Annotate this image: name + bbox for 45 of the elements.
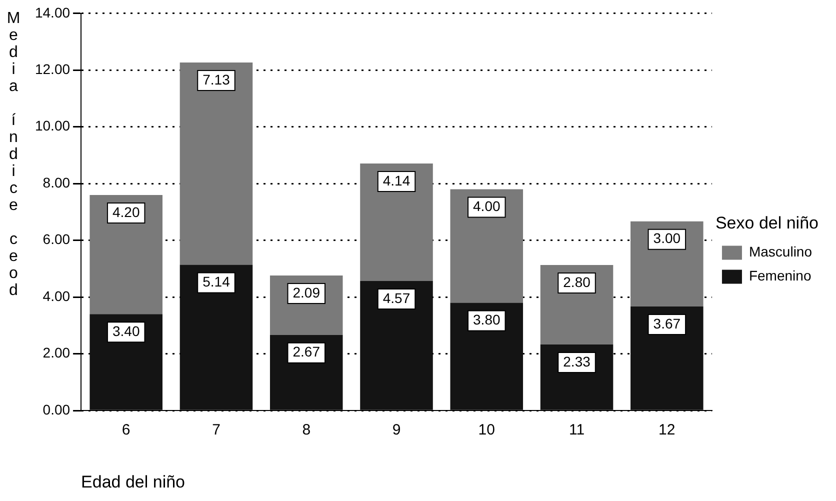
y-tick-label: 14.00: [34, 4, 70, 20]
bar: [540, 265, 614, 344]
x-tick-label: 11: [568, 422, 585, 439]
y-tick-label: 8.00: [42, 174, 70, 190]
bar: [360, 280, 433, 410]
data-label: 3.40: [112, 322, 140, 339]
data-label: 4.00: [473, 198, 500, 214]
x-tick-label: 7: [212, 422, 220, 439]
bar: [450, 302, 524, 410]
x-tick-label: 12: [658, 422, 676, 439]
y-tick-label: 0.00: [42, 401, 70, 418]
legend-title: Sexo del niño: [715, 213, 818, 232]
y-tick-label: 10.00: [34, 118, 70, 134]
y-tick-label: 6.00: [42, 231, 70, 248]
bar: [630, 306, 704, 410]
bar: [360, 163, 433, 281]
data-label: 2.67: [292, 344, 320, 360]
legend-label: Masculino: [748, 244, 812, 260]
bar: [450, 189, 524, 303]
data-label: 3.00: [653, 230, 681, 246]
x-tick-label: 8: [302, 422, 311, 439]
x-axis-title: Edad del niño: [81, 472, 186, 492]
y-tick-label: 2.00: [42, 344, 70, 361]
bar: [180, 62, 253, 265]
x-tick-label: 6: [122, 422, 130, 439]
legend-label: Femenino: [748, 268, 812, 284]
x-tick-label: 9: [392, 422, 401, 439]
bar: [90, 194, 162, 314]
data-label: 3.80: [473, 312, 500, 328]
data-label: 2.09: [292, 284, 320, 300]
data-label: 4.57: [382, 290, 410, 306]
data-label: 3.67: [653, 315, 681, 332]
bar: [90, 314, 162, 410]
y-axis-title: Media índice ceod: [4, 10, 23, 299]
bar: [630, 221, 704, 306]
data-label: 7.13: [202, 71, 230, 88]
bar: [180, 264, 253, 410]
data-label: 2.33: [563, 353, 591, 370]
data-label: 5.14: [202, 274, 230, 290]
data-label: 4.20: [112, 204, 140, 220]
y-tick-label: 4.00: [42, 288, 70, 304]
y-tick-label: 12.00: [34, 61, 70, 77]
data-label: 4.14: [382, 172, 410, 188]
x-tick-label: 10: [478, 422, 495, 439]
data-label: 2.80: [563, 274, 591, 290]
